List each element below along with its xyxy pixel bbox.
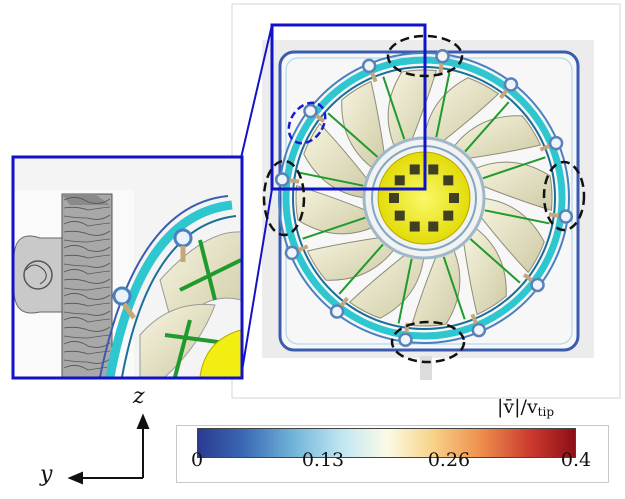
- colorbar-gradient: [197, 428, 576, 458]
- highlight-top: [386, 34, 464, 78]
- inset-housing-wall: [61, 193, 113, 377]
- zoom-connector-top: [240, 24, 273, 159]
- flow-streak: [63, 214, 111, 220]
- colorbar-tick-3: 0.4: [560, 449, 592, 471]
- zoom-inset: [14, 158, 241, 377]
- flow-streak: [63, 341, 111, 348]
- flow-streak: [63, 326, 111, 332]
- bracket: [548, 209, 574, 224]
- hub-slot: [449, 193, 459, 203]
- hub-slot: [443, 175, 454, 186]
- strut: [382, 76, 406, 140]
- strut: [435, 72, 451, 138]
- strut: [484, 209, 550, 225]
- colorbar-tick-2: 0.26: [427, 449, 471, 471]
- colorbar-title: |v̄|/vtip: [497, 396, 554, 419]
- highlight-left: [262, 159, 306, 237]
- flow-streak: [63, 221, 111, 227]
- bracket: [539, 135, 564, 152]
- flow-streak: [63, 262, 111, 268]
- flow-streak: [63, 286, 111, 291]
- inset-ring: [105, 200, 233, 377]
- flow-streak: [63, 245, 111, 252]
- strut: [469, 238, 521, 284]
- support-struts: [298, 72, 550, 324]
- flow-streak: [63, 230, 111, 236]
- axis-triad: [67, 413, 150, 485]
- strut: [338, 243, 384, 295]
- zoom-source-box: [270, 23, 427, 191]
- blade: [452, 115, 542, 160]
- blade: [462, 226, 507, 316]
- colorbar-tick-0: 0: [190, 449, 204, 471]
- bracket: [274, 172, 300, 187]
- zoom-inset-frame: [11, 155, 244, 380]
- blade: [306, 236, 396, 281]
- flow-streak: [63, 302, 111, 307]
- colorbar-title-main: |v̄|/v: [497, 396, 538, 418]
- flow-streak: [63, 317, 111, 323]
- strut: [302, 216, 366, 240]
- flow-streak: [63, 206, 111, 211]
- zoom-connector-bottom: [240, 188, 273, 378]
- bracket: [303, 103, 326, 123]
- flow-streak: [63, 365, 111, 371]
- bracket: [361, 58, 378, 83]
- flow-streak: [63, 293, 111, 300]
- blade: [341, 80, 386, 170]
- flow-streak: [63, 278, 111, 284]
- hub-slot: [409, 221, 420, 232]
- colorbar-tick-1: 0.13: [301, 449, 345, 471]
- hub-slot: [443, 210, 454, 221]
- flow-streak: [63, 238, 111, 243]
- flow-streak: [63, 334, 111, 339]
- bracket: [470, 313, 487, 338]
- hub: [362, 136, 486, 260]
- highlight-right: [542, 160, 586, 232]
- strut: [464, 101, 510, 153]
- hub-slot: [428, 221, 439, 232]
- colorbar-title-sub: tip: [537, 405, 555, 419]
- strut: [397, 258, 413, 324]
- hub-slot: [394, 210, 405, 221]
- blade: [348, 252, 425, 319]
- bracket: [329, 296, 349, 319]
- bracket: [284, 244, 309, 261]
- strut: [298, 171, 364, 187]
- flow-streak: [63, 197, 111, 204]
- fan-blades: [295, 69, 553, 327]
- inset-mount-lug: [14, 235, 63, 314]
- flow-streak: [63, 310, 111, 316]
- hub-slot: [394, 175, 405, 186]
- mount-brackets: [274, 48, 574, 348]
- strut: [442, 256, 466, 320]
- inset-bracket-a: [173, 228, 193, 262]
- axis-z-label: z: [133, 384, 145, 409]
- axis-y-label: y: [40, 462, 53, 487]
- bracket: [522, 273, 545, 293]
- flow-streak: [63, 254, 111, 259]
- hub-slot: [428, 164, 439, 175]
- highlight-bottom: [390, 320, 466, 364]
- strut: [327, 112, 379, 158]
- blade: [423, 77, 500, 144]
- bracket: [435, 48, 450, 74]
- hub-slot: [389, 193, 399, 203]
- flow-streak: [63, 269, 111, 275]
- blade: [478, 197, 545, 274]
- strut: [482, 156, 546, 180]
- hub-slot: [409, 164, 420, 175]
- inset-bracket-b: [112, 286, 137, 320]
- flow-streak: [63, 350, 111, 355]
- bracket: [499, 77, 519, 100]
